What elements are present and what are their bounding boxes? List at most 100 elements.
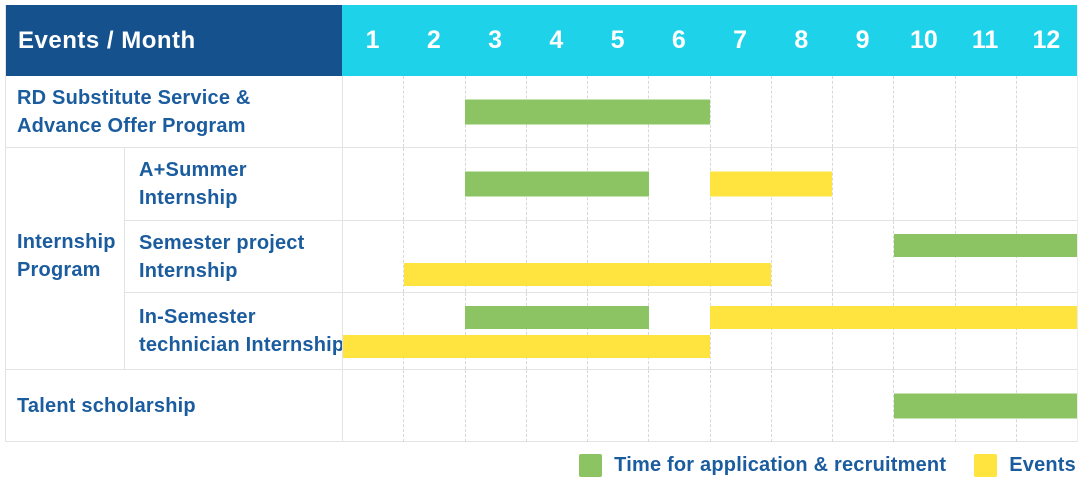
month-grid-cell [770,293,832,369]
month-grid-cell [893,76,954,147]
month-grid-cell [343,370,403,442]
gantt-bar-recruitment [465,171,649,197]
row-label: technician Internship [139,334,345,356]
legend-label-events: Events [1009,454,1076,476]
row-label-cell: RD Substitute Service & Advance Offer Pro… [6,76,342,147]
row-label: In-Semester [139,306,256,328]
month-grid-cell [709,221,771,292]
month-grid-cell [954,76,1016,147]
month-grid-cell [770,370,832,442]
gantt-bar-event [710,306,1077,329]
month-grid-cell [648,293,709,369]
month-grid-cell [587,370,648,442]
month-grid-cell [403,370,464,442]
month-grid-cell [893,148,954,220]
month-header-cell: 1 [365,26,380,54]
legend: Time for application & recruitment Event… [579,454,1076,477]
row-label: Semester project [139,231,305,254]
month-grid-cell [403,293,464,369]
row-label-cell: In-Semester technician Internship [124,292,345,369]
gantt-bar-recruitment [893,393,1077,419]
month-grid-cell [587,293,648,369]
month-grid-cell [464,293,526,369]
group-label: Program [17,259,101,281]
month-grid-cell [403,76,464,147]
gantt-row: Talent scholarship [6,369,1077,442]
group-cell [6,292,124,369]
gantt-row: A+Summer Internship [6,147,1077,220]
months-header: 1 2 3 4 5 6 7 8 9 10 11 12 [342,5,1077,76]
row-label-cell: Talent scholarship [6,369,342,442]
month-grid-cell [648,148,709,220]
gantt-bar-event [343,335,710,358]
month-grid-cell [832,148,893,220]
month-header-cell: 8 [794,26,809,54]
row-label: RD Substitute Service & [17,86,251,109]
month-grid-cell [648,221,709,292]
gantt-bar-recruitment [465,306,649,329]
row-chart-area [342,369,1077,442]
month-header-cell: 6 [671,26,686,54]
month-grid-cell [464,370,526,442]
month-grid-cell [464,76,526,147]
gantt-body: RD Substitute Service & Advance Offer Pro… [6,76,1077,442]
legend-swatch-events [974,454,998,477]
legend-label-recruitment: Time for application & recruitment [614,454,947,476]
gantt-row: In-Semester technician Internship [6,292,1077,369]
month-grid-cell [954,293,1016,369]
row-chart-area [342,220,1077,292]
month-grid-cell [587,221,648,292]
group-label: Internship [17,231,116,253]
month-grid-cell [525,370,587,442]
gantt-row: Internship Program Semester project Interns… [6,220,1077,292]
row-label: Advance Offer Program [17,114,246,137]
month-grid-cell [343,221,403,292]
row-chart-area [342,76,1077,147]
events-month-header: Events / Month [6,5,342,76]
month-header-cell: 10 [909,26,938,54]
month-grid-cell [770,76,832,147]
month-header-cell: 3 [488,26,503,54]
month-grid-cell [464,221,526,292]
month-header-cell: 2 [426,26,441,54]
row-label-cell: Semester project Internship [124,220,342,292]
month-grid-cell [709,293,771,369]
month-header-cell: 7 [733,26,748,54]
gantt-bar-recruitment [465,99,710,124]
row-label: A+Summer [139,159,247,181]
group-cell: Internship Program [6,220,124,292]
gantt-row: RD Substitute Service & Advance Offer Pro… [6,76,1077,147]
row-chart-area [342,292,1077,369]
month-grid-cell [403,148,464,220]
month-grid-cell [525,221,587,292]
month-grid-cell [954,148,1016,220]
gantt-table: Events / Month 1 2 3 4 5 6 7 8 9 10 11 12 RD Substi… [5,5,1078,442]
gantt-bar-event [404,263,772,286]
month-grid-cell [832,76,893,147]
legend-item-recruitment: Time for application & recruitment [579,454,946,477]
month-grid-cell [343,148,403,220]
row-label: Internship [139,187,238,209]
month-grid-cell [893,293,954,369]
row-label-cell: A+Summer Internship [124,147,342,220]
gantt-bar-event [710,171,833,197]
month-grid-cell [464,148,526,220]
month-header-cell: 4 [549,26,564,54]
legend-item-events: Events [974,454,1076,477]
month-header-cell: 12 [1032,26,1061,54]
month-grid-cell [770,221,832,292]
month-grid-cell [1015,293,1077,369]
row-label: Internship [139,259,238,282]
month-grid-cell [832,370,893,442]
month-header-cell: 11 [971,26,999,54]
row-label: Talent scholarship [17,395,196,417]
month-header-cell: 9 [855,26,870,54]
month-grid-cell [832,293,893,369]
legend-swatch-recruitment [579,454,603,477]
group-cell [6,147,124,220]
month-grid-cell [709,76,771,147]
month-grid-cell [1015,148,1077,220]
header-row: Events / Month 1 2 3 4 5 6 7 8 9 10 11 12 [6,5,1077,76]
month-grid-cell [832,221,893,292]
gantt-bar-recruitment [893,234,1077,257]
